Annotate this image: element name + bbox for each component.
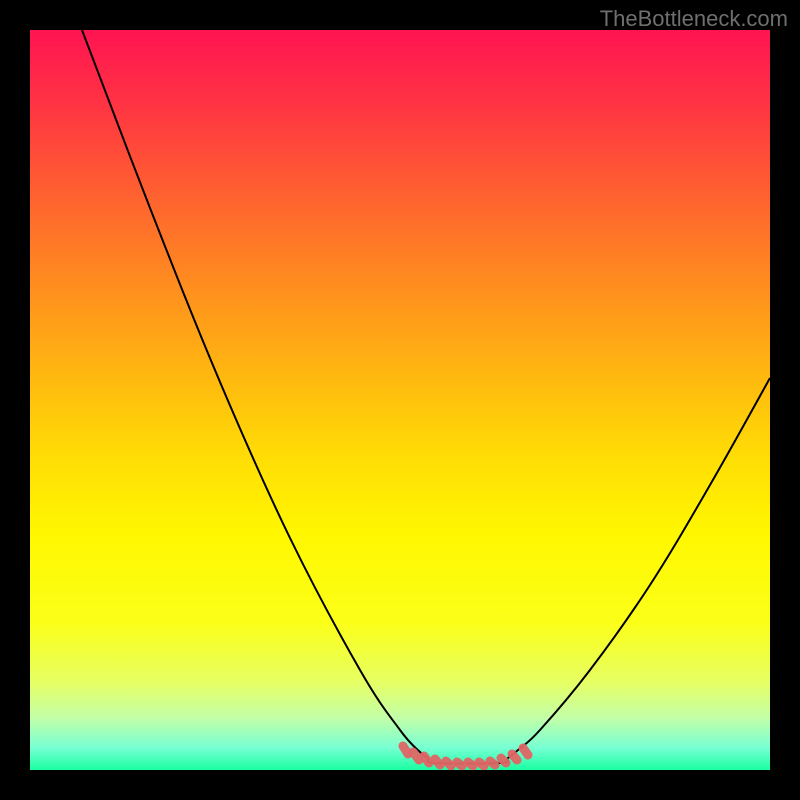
bottom-mark (435, 759, 440, 765)
bottom-mark (490, 761, 495, 765)
frame-bottom (0, 770, 800, 800)
bottleneck-curve (82, 30, 770, 764)
frame-right (770, 0, 800, 800)
bottom-mark (523, 748, 528, 755)
bottom-mark (413, 752, 419, 760)
bottom-mark (501, 758, 506, 763)
frame-left (0, 0, 30, 800)
bottom-mark (457, 762, 462, 766)
watermark-text: TheBottleneck.com (600, 6, 788, 32)
curve-layer (30, 30, 770, 770)
plot-container: TheBottleneck.com (0, 0, 800, 800)
bottom-mark (424, 756, 429, 763)
bottom-mark (468, 762, 473, 766)
bottom-mark (403, 746, 408, 754)
bottom-mark (512, 754, 517, 760)
bottom-mark (479, 762, 484, 766)
bottom-mark (446, 761, 451, 766)
